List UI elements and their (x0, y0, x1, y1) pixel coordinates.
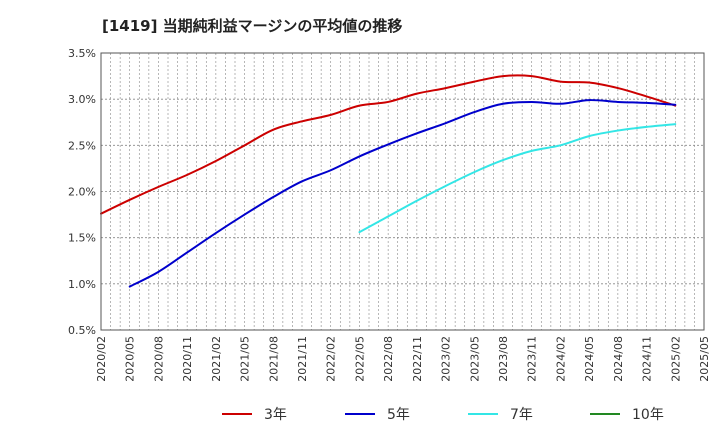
x-tick-label: 2023/02 (440, 336, 453, 382)
x-tick-label: 2024/02 (554, 336, 567, 382)
legend-label-2: 7年 (510, 407, 533, 423)
x-tick-label: 2024/08 (612, 336, 625, 382)
legend-label-0: 3年 (264, 407, 287, 423)
plot-frame (100, 52, 705, 331)
x-tick-label: 2022/08 (382, 336, 395, 382)
legend-label-1: 5年 (387, 407, 410, 423)
x-tick-label: 2021/08 (267, 336, 280, 382)
series-line-1 (128, 99, 677, 288)
x-axis-ticks: 2020/02 2020/05 2020/08 2020/11 2021/02 2021/… (95, 336, 711, 382)
x-tick-label: 2020/08 (152, 336, 165, 382)
legend: 3年 5年 7年 10年 (222, 407, 664, 423)
x-tick-label: 2022/05 (353, 336, 366, 382)
x-tick-label: 2021/11 (296, 336, 309, 382)
x-tick-label: 2020/11 (181, 336, 194, 382)
y-tick-label: 1.5% (68, 232, 96, 245)
y-tick-label: 3.5% (68, 47, 96, 60)
y-tick-label: 0.5% (68, 324, 96, 337)
series-line-2 (358, 123, 677, 234)
x-tick-label: 2024/11 (641, 336, 654, 382)
chart-title: [1419] 当期純利益マージンの平均値の推移 (102, 17, 402, 35)
y-tick-label: 3.0% (68, 93, 96, 106)
x-tick-label: 2022/02 (325, 336, 338, 382)
y-tick-label: 2.0% (68, 186, 96, 199)
series-lines (100, 74, 677, 288)
x-tick-label: 2023/08 (497, 336, 510, 382)
y-tick-label: 2.5% (68, 139, 96, 152)
series-line-0 (100, 74, 677, 215)
x-tick-label: 2020/05 (124, 336, 137, 382)
x-tick-label: 2023/11 (526, 336, 539, 382)
x-tick-label: 2023/05 (468, 336, 481, 382)
x-tick-label: 2025/02 (669, 336, 682, 382)
grid (100, 52, 705, 331)
x-tick-label: 2022/11 (411, 336, 424, 382)
x-tick-label: 2021/02 (210, 336, 223, 382)
x-tick-label: 2025/05 (698, 336, 711, 382)
x-tick-label: 2021/05 (239, 336, 252, 382)
x-tick-label: 2024/05 (583, 336, 596, 382)
legend-label-3: 10年 (632, 407, 664, 423)
y-tick-label: 1.0% (68, 278, 96, 291)
y-axis-ticks: 0.5% 1.0% 1.5% 2.0% 2.5% 3.0% 3.5% (68, 47, 96, 337)
x-tick-label: 2020/02 (95, 336, 108, 382)
